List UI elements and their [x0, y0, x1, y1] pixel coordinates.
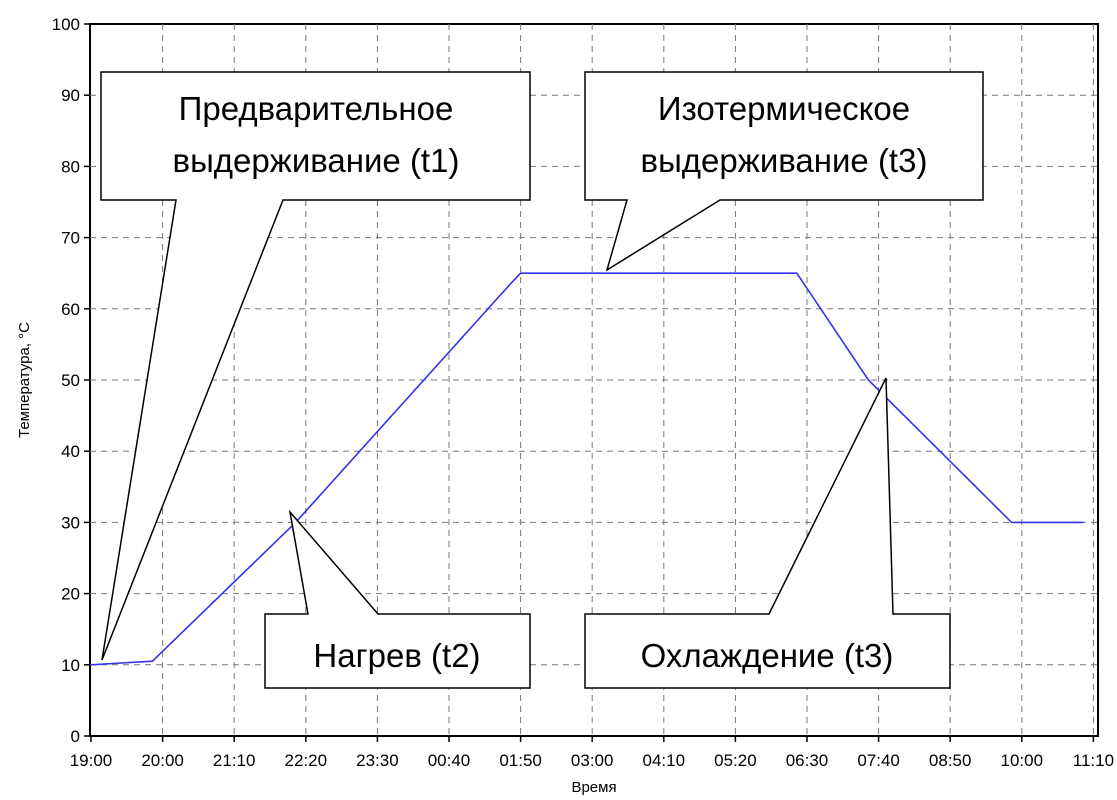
x-tick-label: 22:20 [285, 751, 328, 770]
x-tick-label: 06:30 [786, 751, 829, 770]
y-tick-label: 30 [61, 513, 80, 532]
callout-t1-line1: Предварительное [179, 90, 454, 127]
x-tick-label: 04:10 [643, 751, 686, 770]
callout-t1: Предварительное выдерживание (t1) [100, 71, 531, 661]
x-tick-label: 19:00 [70, 751, 113, 770]
callout-t3-isothermal: Изотермическое выдерживание (t3) [584, 71, 984, 272]
x-tick-label: 10:00 [1001, 751, 1044, 770]
x-tick-label: 21:10 [213, 751, 256, 770]
x-tick-label: 23:30 [356, 751, 399, 770]
y-tick-label: 70 [61, 229, 80, 248]
callout-t3-cooling-box [584, 377, 951, 689]
callout-t3-cooling: Охлаждение (t3) [584, 377, 951, 689]
y-tick-label: 100 [52, 15, 80, 34]
y-tick-label: 50 [61, 371, 80, 390]
x-tick-label: 08:50 [929, 751, 972, 770]
y-tick-label: 20 [61, 585, 80, 604]
y-axis-label: Температура, °C [16, 322, 33, 438]
callout-t3-cooling-line1: Охлаждение (t3) [641, 637, 894, 674]
x-tick-label: 01:50 [499, 751, 542, 770]
x-axis-ticks: 19:00 20:00 21:10 22:20 23:30 00:40 01:50 03:00… [70, 736, 1114, 770]
temperature-series-line [90, 272, 1084, 666]
callout-t3-isothermal-line1: Изотермическое [658, 90, 910, 127]
y-axis-ticks: 0 10 20 30 40 50 60 70 80 90 100 [52, 15, 90, 746]
x-tick-label: 00:40 [428, 751, 471, 770]
x-tick-label: 11:10 [1073, 751, 1114, 770]
x-axis-label: Время [571, 779, 616, 796]
y-tick-label: 90 [61, 86, 80, 105]
callout-t3-isothermal-line2: выдерживание (t3) [641, 142, 928, 179]
callout-t2-box [264, 509, 531, 689]
y-tick-label: 10 [61, 656, 80, 675]
callout-t2: Нагрев (t2) [264, 509, 531, 689]
callout-t1-line2: выдерживание (t1) [173, 142, 460, 179]
y-tick-label: 80 [61, 157, 80, 176]
callout-t3-isothermal-box [584, 71, 984, 272]
x-tick-label: 20:00 [141, 751, 184, 770]
y-tick-label: 60 [61, 300, 80, 319]
callout-t2-line1: Нагрев (t2) [313, 637, 480, 674]
x-tick-label: 05:20 [714, 751, 757, 770]
x-tick-label: 03:00 [571, 751, 614, 770]
y-tick-label: 0 [71, 727, 80, 746]
x-tick-label: 07:40 [857, 751, 900, 770]
y-tick-label: 40 [61, 442, 80, 461]
callout-t1-box [100, 71, 531, 661]
